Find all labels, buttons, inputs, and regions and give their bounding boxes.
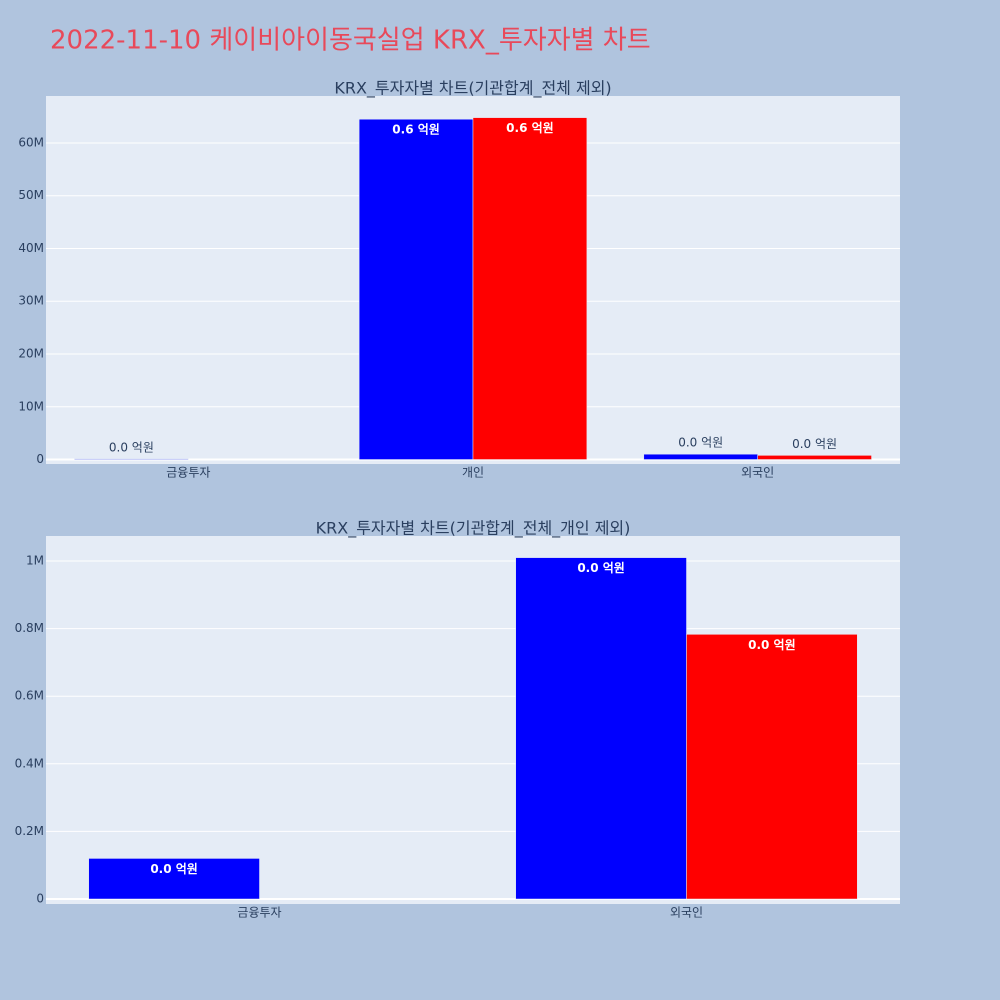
data-label: 0.0 억원 (792, 437, 837, 451)
bar (472, 117, 588, 460)
y-tick-label: 0.6M (15, 689, 44, 703)
y-tick-label: 0 (36, 452, 44, 466)
bar (515, 557, 687, 900)
x-tick-label: 외국인 (741, 466, 774, 480)
y-tick-label: 0.2M (15, 824, 44, 838)
y-tick-label: 0 (36, 891, 44, 905)
y-tick-label: 0.4M (15, 756, 44, 770)
y-tick-label: 60M (18, 135, 44, 149)
y-tick-label: 10M (18, 399, 44, 413)
y-tick-label: 20M (18, 346, 44, 360)
x-tick-label: 개인 (462, 466, 484, 480)
data-label: 0.0 억원 (150, 862, 198, 876)
page-title: 2022-11-10 케이비아이동국실업 KRX_투자자별 차트 (50, 26, 651, 56)
chart-title: KRX_투자자별 차트(기관합계_전체 제외) (334, 79, 611, 99)
data-label: 0.0 억원 (748, 638, 796, 652)
data-label: 0.6 억원 (392, 123, 440, 137)
y-tick-label: 50M (18, 188, 44, 202)
x-tick-label: 외국인 (670, 906, 703, 920)
x-tick-label: 금융투자 (166, 466, 210, 480)
bar (88, 858, 260, 900)
data-label: 0.0 억원 (109, 440, 154, 454)
bar (757, 455, 872, 460)
bar (358, 118, 474, 460)
data-label: 0.0 억원 (577, 561, 625, 575)
bar (686, 634, 858, 900)
data-label: 0.6 억원 (506, 121, 554, 135)
y-tick-label: 30M (18, 294, 44, 308)
x-tick-label: 금융투자 (237, 906, 281, 920)
y-tick-label: 1M (26, 554, 44, 568)
bar (74, 458, 189, 460)
y-tick-label: 40M (18, 241, 44, 255)
data-label: 0.0 억원 (678, 436, 723, 450)
y-tick-label: 0.8M (15, 621, 44, 635)
bar (643, 453, 758, 460)
chart-title: KRX_투자자별 차트(기관합계_전체_개인 제외) (316, 519, 631, 539)
